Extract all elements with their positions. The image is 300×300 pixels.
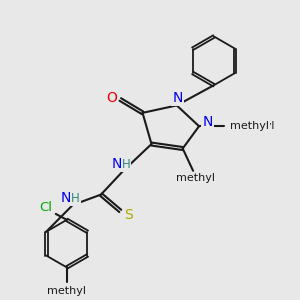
Text: O: O [106,91,117,105]
Text: N: N [172,91,182,105]
Text: methyl: methyl [47,286,86,296]
Text: H: H [122,158,130,171]
Text: methyl: methyl [176,173,215,183]
Text: H: H [71,192,80,205]
Text: N: N [61,191,71,206]
Text: N: N [202,115,213,129]
Text: methyl: methyl [238,121,274,131]
Text: methyl: methyl [230,121,269,130]
Text: Cl: Cl [40,202,52,214]
Text: N: N [112,157,122,171]
Text: S: S [124,208,133,222]
